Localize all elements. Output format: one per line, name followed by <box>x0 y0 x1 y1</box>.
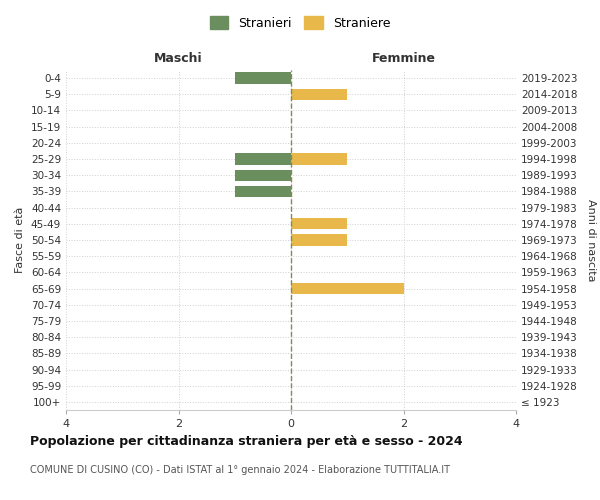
Bar <box>235 186 291 197</box>
Bar <box>291 88 347 100</box>
Y-axis label: Fasce di età: Fasce di età <box>16 207 25 273</box>
Text: COMUNE DI CUSINO (CO) - Dati ISTAT al 1° gennaio 2024 - Elaborazione TUTTITALIA.: COMUNE DI CUSINO (CO) - Dati ISTAT al 1°… <box>30 465 450 475</box>
Bar <box>235 154 291 164</box>
Text: Femmine: Femmine <box>371 52 436 65</box>
Bar <box>291 154 347 164</box>
Bar <box>291 234 347 246</box>
Y-axis label: Anni di nascita: Anni di nascita <box>586 198 596 281</box>
Bar <box>291 283 404 294</box>
Bar <box>291 218 347 230</box>
Text: Popolazione per cittadinanza straniera per età e sesso - 2024: Popolazione per cittadinanza straniera p… <box>30 435 463 448</box>
Legend: Stranieri, Straniere: Stranieri, Straniere <box>205 11 395 35</box>
Bar <box>235 72 291 84</box>
Bar <box>235 170 291 181</box>
Text: Maschi: Maschi <box>154 52 203 65</box>
